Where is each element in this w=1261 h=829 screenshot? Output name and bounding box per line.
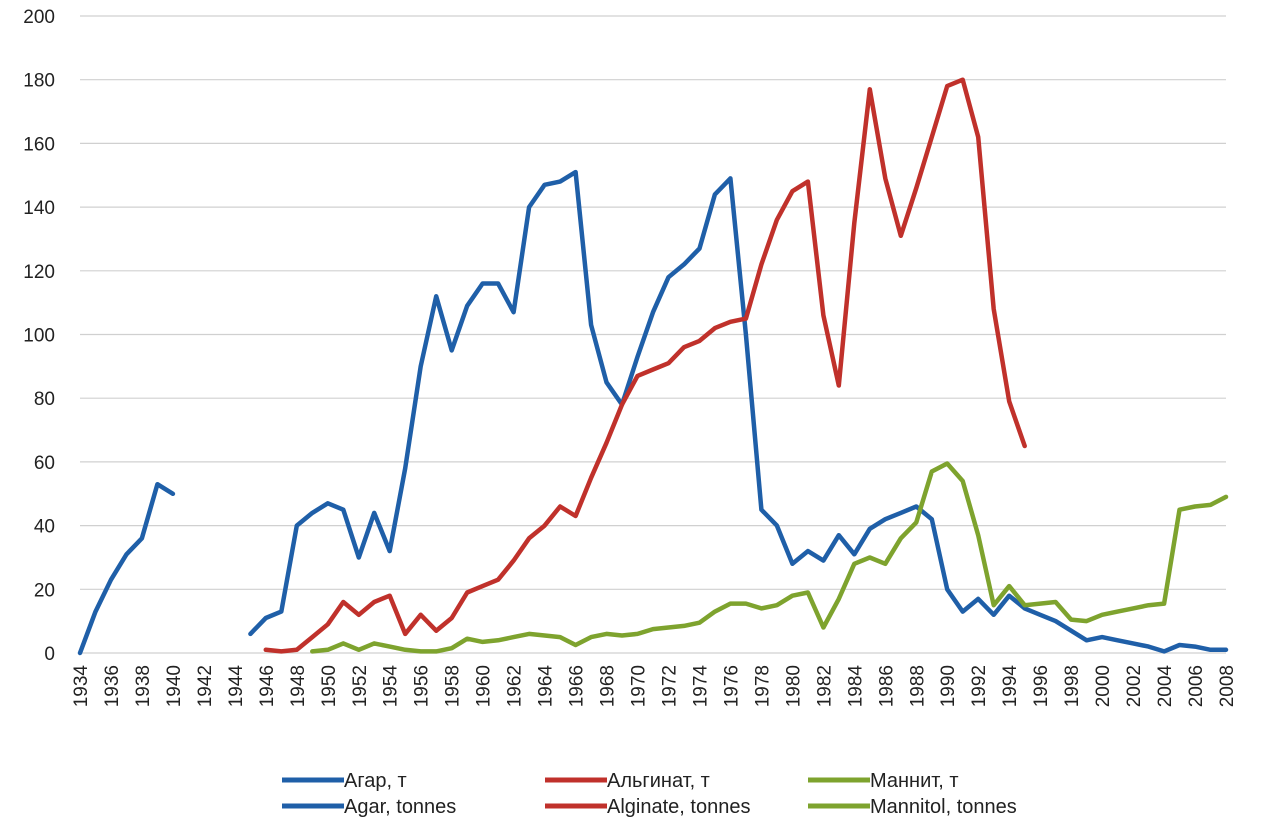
x-tick-label: 1956 [412, 665, 433, 707]
y-tick-label: 180 [23, 71, 55, 92]
y-tick-label: 0 [44, 644, 55, 665]
series-line-2-segment-1 [263, 77, 1027, 654]
y-tick-label: 200 [23, 7, 55, 28]
x-tick-label: 1948 [288, 665, 309, 707]
x-tick-label: 1942 [195, 665, 216, 707]
x-tick-label: 1996 [1031, 665, 1052, 707]
x-tick-label: 1946 [257, 665, 278, 707]
x-tick-label: 2002 [1124, 665, 1145, 707]
x-axis-ticks: 1934 1936 1938 1940 1942 1944 1946 1948 1950 1952… [71, 665, 1238, 708]
series-line-1-segment-2 [248, 169, 1229, 654]
y-tick-label: 80 [34, 389, 55, 410]
y-tick-label: 100 [23, 326, 55, 347]
x-tick-label: 1970 [629, 665, 650, 707]
x-tick-label: 1964 [536, 665, 557, 708]
x-tick-label: 1980 [783, 665, 804, 707]
x-tick-label: 1998 [1062, 665, 1083, 707]
legend-label-en-3: Mannitol, tonnes [870, 796, 1017, 818]
y-tick-label: 120 [23, 262, 55, 283]
x-tick-label: 1944 [226, 665, 247, 708]
y-tick-label: 160 [23, 134, 55, 155]
x-tick-label: 1966 [567, 665, 588, 707]
x-tick-label: 1994 [1000, 665, 1021, 708]
x-tick-label: 1988 [907, 665, 928, 707]
x-tick-label: 1976 [721, 665, 742, 707]
x-tick-label: 1982 [814, 665, 835, 707]
x-tick-label: 2004 [1155, 665, 1176, 708]
legend-label-2: Альгинат, т [607, 770, 710, 792]
legend-label-3: Маннит, т [870, 770, 959, 792]
x-tick-label: 1984 [845, 665, 866, 708]
x-tick-label: 1958 [443, 665, 464, 707]
x-tick-label: 1940 [164, 665, 185, 707]
legend-label-en-1: Agar, tonnes [344, 796, 456, 818]
y-tick-label: 140 [23, 198, 55, 219]
x-tick-label: 1992 [969, 665, 990, 707]
x-tick-label: 1938 [133, 665, 154, 707]
y-tick-label: 40 [34, 517, 55, 538]
x-tick-label: 1950 [319, 665, 340, 707]
x-tick-label: 2000 [1093, 665, 1114, 707]
gridlines [80, 15, 1226, 654]
x-tick-label: 1954 [381, 665, 402, 708]
y-axis-ticks: 0 20 40 60 80 100 120 140 160 180 200 [23, 7, 55, 665]
x-tick-label: 1968 [598, 665, 619, 707]
x-tick-label: 2008 [1217, 665, 1238, 707]
x-tick-label: 2006 [1186, 665, 1207, 707]
x-tick-label: 1936 [102, 665, 123, 707]
y-tick-label: 20 [34, 580, 55, 601]
x-tick-label: 1934 [71, 665, 92, 708]
x-tick-label: 1974 [690, 665, 711, 708]
x-tick-label: 1960 [474, 665, 495, 707]
x-tick-label: 1986 [876, 665, 897, 707]
x-tick-label: 1972 [659, 665, 680, 707]
x-tick-label: 1978 [752, 665, 773, 707]
legend-label-en-2: Alginate, tonnes [607, 796, 750, 818]
y-tick-label: 60 [34, 453, 55, 474]
x-tick-label: 1952 [350, 665, 371, 707]
series-lines [77, 77, 1229, 656]
x-tick-label: 1962 [505, 665, 526, 707]
x-tick-label: 1990 [938, 665, 959, 707]
series-line-1-segment-1 [77, 481, 176, 656]
series-line-3-segment-1 [310, 461, 1229, 654]
legend: Агар, т Agar, tonnes Альгинат, т Alginate, … [282, 770, 1017, 818]
legend-label-1: Агар, т [344, 770, 407, 792]
